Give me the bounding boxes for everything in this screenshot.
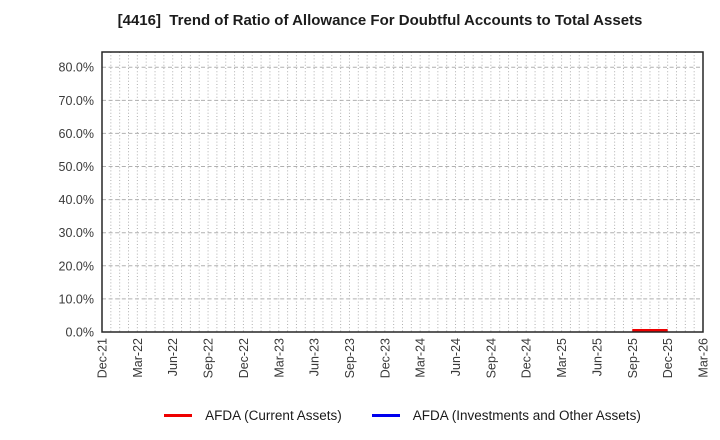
x-tick-label: Dec-21	[96, 338, 110, 378]
x-tick-label: Sep-23	[343, 338, 357, 378]
x-tick-label: Sep-22	[202, 338, 216, 378]
y-tick-label: 40.0%	[59, 193, 94, 207]
plot-border	[101, 51, 704, 333]
legend-item-afda-current: AFDA (Current Assets)	[164, 408, 342, 423]
x-tick-label: Mar-24	[414, 338, 428, 378]
x-tick-label: Jun-24	[449, 338, 463, 376]
legend: AFDA (Current Assets) AFDA (Investments …	[102, 404, 703, 426]
x-tick-label: Sep-25	[626, 338, 640, 378]
x-tick-label: Mar-25	[555, 338, 569, 378]
y-tick-label: 60.0%	[59, 127, 94, 141]
x-tick-label: Sep-24	[484, 338, 498, 378]
blue-line-swatch-icon	[371, 413, 400, 417]
y-tick-label: 10.0%	[59, 292, 94, 306]
plot-area: Dec-21 Mar-22 Jun-22 Sep-22 Dec-22 Mar-23 Jun-…	[59, 51, 711, 378]
y-tick-label: 50.0%	[59, 160, 94, 174]
legend-label-afda-investments: AFDA (Investments and Other Assets)	[412, 407, 641, 423]
x-tick-label: Dec-24	[520, 338, 534, 378]
y-tick-label: 70.0%	[59, 94, 94, 108]
y-tick-label: 0.0%	[66, 326, 95, 340]
chart-title: [4416] Trend of Ratio of Allowance For D…	[117, 12, 643, 29]
y-tick-label: 30.0%	[59, 226, 94, 240]
x-tick-label: Mar-22	[131, 338, 145, 378]
x-tick-label: Jun-22	[166, 338, 180, 376]
y-tick-label: 20.0%	[59, 259, 94, 273]
x-tick-label: Dec-22	[237, 338, 251, 378]
y-tick-label: 80.0%	[59, 61, 94, 75]
x-tick-label: Dec-25	[661, 338, 675, 378]
red-line-swatch-icon	[164, 413, 193, 417]
x-tick-label: Mar-26	[697, 338, 711, 378]
legend-label-afda-current: AFDA (Current Assets)	[205, 407, 342, 423]
legend-item-afda-investments: AFDA (Investments and Other Assets)	[371, 407, 641, 423]
x-tick-label: Dec-23	[378, 338, 392, 378]
x-tick-label: Jun-25	[590, 338, 604, 376]
x-tick-label: Jun-23	[308, 338, 322, 376]
x-tick-label: Mar-23	[272, 338, 286, 378]
